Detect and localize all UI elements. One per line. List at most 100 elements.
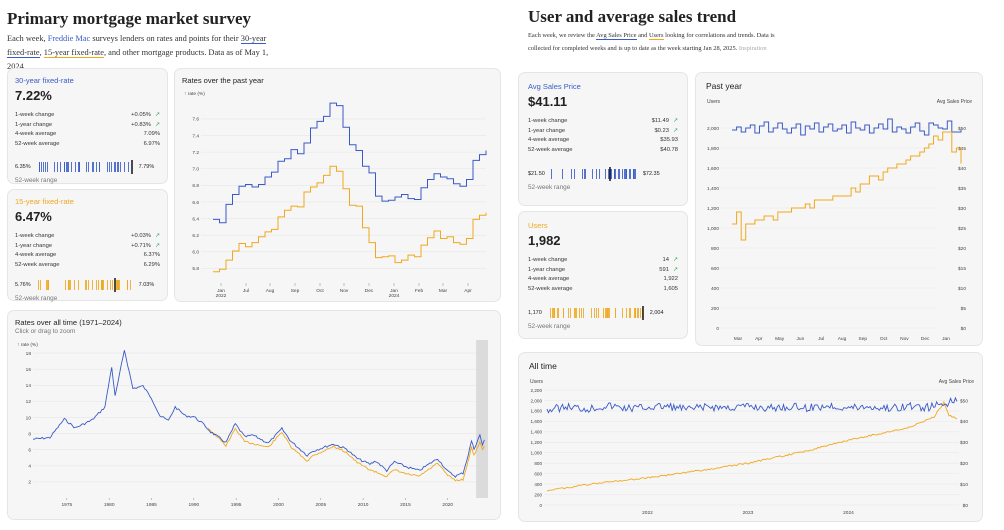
y-left-tick-label: 200 [711, 306, 719, 312]
y-axis-label: ↑ rate (%) [184, 91, 205, 97]
y-left-axis-label: Users [530, 379, 544, 385]
legend-avg-sales-price: Avg Sales Price [596, 32, 637, 40]
y-right-tick-label: $50 [960, 398, 968, 404]
stat-card-30-year: 30-year fixed-rate 7.22% 1-week change +0.0… [7, 68, 168, 184]
chart-title: Rates over all time (1971–2024) [15, 318, 122, 327]
y-tick-label: 7.2 [192, 150, 199, 156]
y-left-tick-label: 0 [716, 326, 719, 332]
y-left-tick-label: 400 [711, 286, 719, 292]
range-strip: $21.50 $72.35 [528, 167, 678, 181]
y-right-axis-label: Avg Sales Price [939, 379, 974, 385]
y-tick-label: 6.6 [192, 200, 199, 206]
x-tick-label: 2023 [743, 510, 754, 516]
x-tick-label: 1990 [188, 502, 199, 508]
y-tick-label: 6.2 [192, 233, 199, 239]
range-label: 52-week range [15, 177, 58, 184]
stat-row-label: 4-week average [528, 137, 570, 143]
past-year-chart[interactable]: Users Avg Sales Price 0 200 400 600 800 1,000 1,… [696, 73, 984, 347]
stat-row: 4-week average $35.93 [528, 136, 678, 146]
y-right-tick-label: $10 [958, 286, 966, 292]
stat-row-label: 1-week change [528, 257, 568, 263]
y-left-tick-label: 1,200 [531, 440, 543, 445]
y-axis-label: ↑ rate (%) [17, 342, 38, 348]
freddie-mac-link[interactable]: Freddie Mac [47, 34, 91, 43]
stat-card-title: 15-year fixed-rate [15, 197, 74, 206]
y-left-tick-label: 1,600 [531, 419, 543, 424]
stat-row-value: 14 [662, 257, 669, 263]
y-right-tick-label: $45 [958, 146, 966, 152]
stat-row-value: 1,605 [663, 285, 678, 292]
stat-card-avg-sales-price: Avg Sales Price $41.11 1-week change $11.49… [518, 72, 688, 206]
y-left-tick-label: 1,000 [531, 451, 543, 456]
x-tick-label: Apr [464, 288, 472, 294]
stat-card-value: $41.11 [528, 94, 568, 109]
x-tick-label: Oct [880, 336, 888, 342]
range-strip-marks [38, 160, 133, 174]
stat-row: 4-week average 6.37% [15, 251, 160, 261]
stat-row: 52-week average 1,605 [528, 285, 678, 295]
legend-15-year: 15-year fixed-rate [43, 48, 104, 58]
chart-title: Rates over the past year [182, 76, 264, 85]
series-line [213, 102, 487, 224]
left-intro: Each week, Freddie Mac surveys lenders o… [7, 34, 269, 71]
y-right-tick-label: $40 [960, 419, 968, 425]
range-max: 2,004 [649, 310, 664, 316]
y-left-tick-label: 400 [534, 482, 542, 487]
y-tick-label: 2 [28, 480, 31, 486]
stat-row: 1-week change 14 ↗ [528, 256, 678, 266]
y-left-tick-label: 1,400 [531, 430, 543, 435]
y-tick-label: 7.4 [192, 133, 199, 139]
y-tick-label: 18 [26, 351, 32, 357]
chart-title: All time [529, 361, 557, 371]
inspiration-link[interactable]: Inspiration [738, 45, 767, 52]
series-line [546, 400, 958, 492]
chart-subtitle: Click or drag to zoom [15, 328, 76, 335]
x-tick-label: Feb [415, 288, 424, 294]
x-tick-label: 2022 [216, 293, 227, 299]
stat-row: 1-week change $11.49 ↗ [528, 117, 678, 127]
rates-past-year-chart[interactable]: ↑ rate (%) 5.8 6.0 6.2 6.4 6.6 6.8 7.0 7.2 7.4 7.6… [175, 69, 502, 303]
x-tick-label: 2022 [642, 510, 653, 516]
x-tick-label: 1980 [104, 502, 115, 508]
stat-row-label: 4-week average [15, 252, 57, 258]
y-left-tick-label: 200 [534, 492, 542, 497]
series-line [546, 396, 958, 414]
y-tick-label: 4 [28, 464, 31, 470]
stat-row-label: 52-week average [15, 261, 60, 268]
rates-all-time-chart[interactable]: ↑ rate (%) 2 4 6 8 10 12 14 16 18 1975 1980 1985 1990… [8, 311, 502, 521]
y-left-tick-label: 1,600 [707, 166, 719, 172]
range-strip-marks [549, 306, 644, 320]
y-right-tick-label: $0 [961, 326, 967, 332]
stat-row: 52-week average 6.29% [15, 261, 160, 271]
stat-row-label: 4-week average [15, 131, 57, 137]
range-strip-marks [37, 278, 131, 292]
y-right-tick-label: $25 [958, 226, 966, 232]
range-label: 52-week range [15, 295, 58, 302]
stat-row-label: 1-week change [15, 112, 55, 118]
stat-row: 1-week change +0.05% ↗ [15, 111, 160, 121]
y-left-tick-label: 2,200 [531, 388, 543, 393]
stat-row-label: 1-year change [15, 242, 53, 249]
y-tick-label: 8 [28, 431, 31, 437]
y-tick-label: 6.0 [192, 250, 199, 256]
stat-row: 1-year change +0.71% ↗ [15, 242, 160, 252]
stat-card-value: 7.22% [15, 88, 52, 103]
y-right-tick-label: $35 [958, 186, 966, 192]
y-right-tick-label: $15 [958, 266, 966, 272]
all-time-chart[interactable]: Users Avg Sales Price 0 200 400 600 800 1,000 1,… [519, 353, 984, 523]
x-tick-label: Jan [217, 288, 225, 294]
trend-up-icon: ↗ [154, 233, 160, 239]
stat-row-value: $11.49 [651, 118, 669, 124]
y-left-tick-label: 600 [534, 471, 542, 476]
range-strip: 6.35% 7.79% [15, 160, 160, 174]
range-min: 1,170 [528, 310, 542, 316]
x-tick-label: Dec [921, 336, 930, 342]
chart-card-rates-past-year: Rates over the past year ↑ rate (%) 5.8 6.… [174, 68, 501, 302]
y-tick-label: 7.0 [192, 167, 199, 173]
trend-up-icon: ↗ [672, 266, 678, 273]
series-line [732, 131, 962, 241]
y-left-axis-label: Users [707, 99, 721, 105]
stat-row-label: 52-week average [528, 146, 573, 153]
series-line [33, 350, 485, 479]
series-line [732, 118, 962, 136]
